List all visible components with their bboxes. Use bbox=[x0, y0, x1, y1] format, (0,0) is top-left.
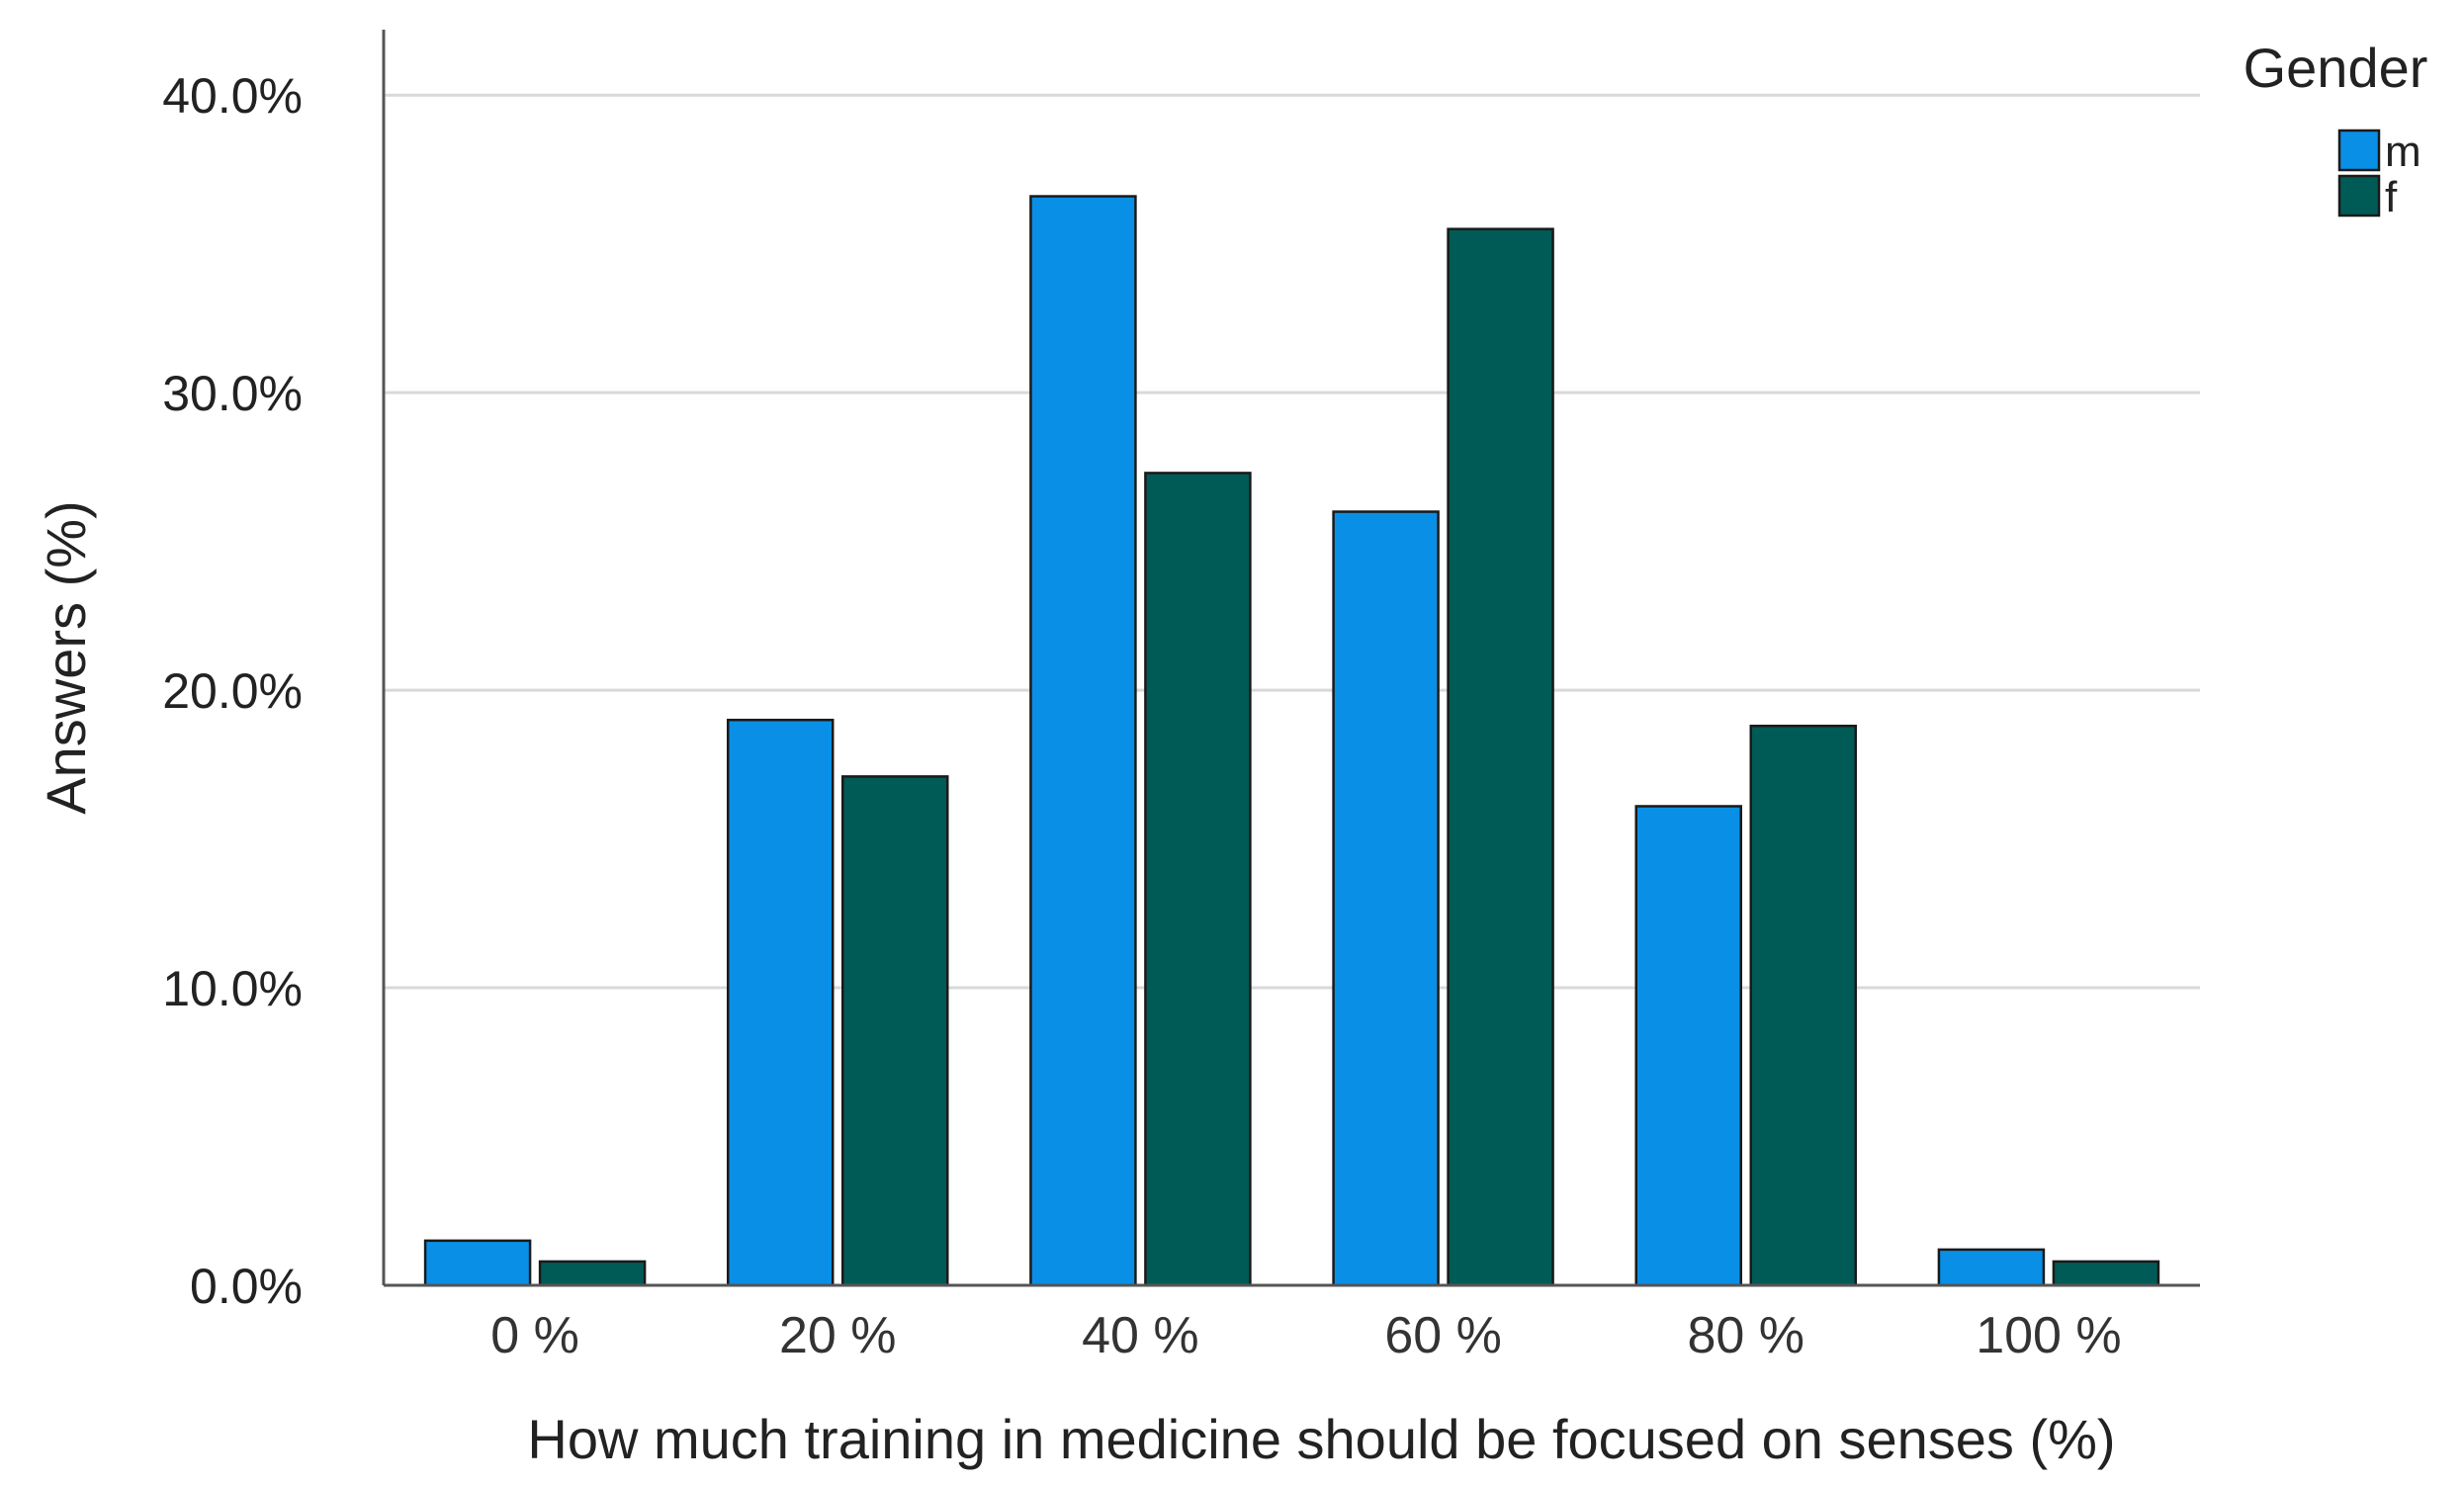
legend: Gender mf bbox=[2244, 37, 2428, 221]
y-tick-label: 30.0% bbox=[162, 366, 303, 421]
legend-swatch-f bbox=[2337, 174, 2381, 218]
bar-m-2 bbox=[1029, 195, 1137, 1287]
bar-f-5 bbox=[2052, 1260, 2160, 1287]
bar-m-3 bbox=[1332, 510, 1440, 1287]
y-tick-label: 40.0% bbox=[162, 68, 303, 124]
bar-m-1 bbox=[727, 718, 835, 1287]
x-tick-label: 60 % bbox=[1384, 1307, 1502, 1364]
x-tick-label: 100 % bbox=[1976, 1307, 2121, 1364]
y-tick-label: 0.0% bbox=[190, 1259, 303, 1314]
bars bbox=[423, 195, 2160, 1287]
x-tick-label: 80 % bbox=[1687, 1307, 1804, 1364]
y-tick-label: 20.0% bbox=[162, 663, 303, 719]
bar-m-4 bbox=[1634, 805, 1742, 1287]
legend-items: mf bbox=[2337, 128, 2421, 221]
gridlines bbox=[384, 93, 2200, 990]
bar-m-5 bbox=[1937, 1248, 2046, 1287]
bar-m-0 bbox=[423, 1239, 532, 1287]
x-tick-label: 0 % bbox=[490, 1307, 579, 1364]
axes bbox=[382, 30, 2200, 1287]
bar-f-3 bbox=[1447, 227, 1554, 1287]
x-tick-label: 20 % bbox=[779, 1307, 897, 1364]
x-axis-title: How much training in medicine should be … bbox=[527, 1408, 2115, 1470]
x-tick-label: 40 % bbox=[1082, 1307, 1199, 1364]
x-tick-labels: 0 % 20 % 40 % 60 % 80 % 100 % bbox=[490, 1307, 2121, 1364]
legend-label-f: f bbox=[2385, 173, 2398, 221]
bar-f-0 bbox=[538, 1260, 647, 1287]
bar-f-2 bbox=[1144, 472, 1252, 1287]
bar-f-4 bbox=[1749, 724, 1857, 1287]
y-tick-label: 10.0% bbox=[162, 961, 303, 1016]
y-axis-title: Answers (%) bbox=[35, 500, 97, 814]
legend-title: Gender bbox=[2244, 37, 2428, 99]
bar-f-1 bbox=[841, 775, 949, 1287]
y-tick-labels: 0.0% 10.0% 20.0% 30.0% 40.0% bbox=[162, 68, 303, 1314]
legend-swatch-m bbox=[2337, 129, 2381, 172]
legend-label-m: m bbox=[2385, 128, 2421, 176]
